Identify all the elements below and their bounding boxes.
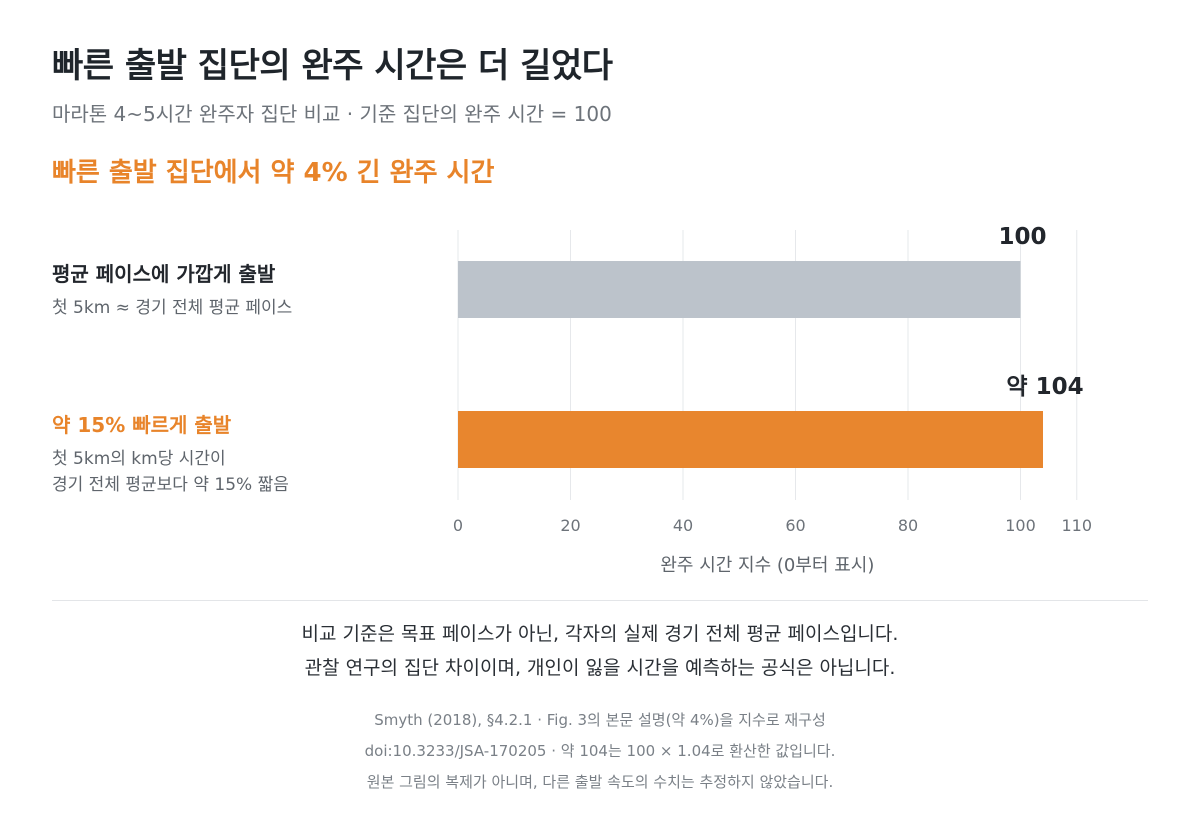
x-tick-label: 80 [898,516,918,535]
x-tick-label: 20 [560,516,580,535]
x-tick-label: 60 [785,516,805,535]
bar-chart: 0 20 40 60 80 100 110 완주 시간 지수 (0부터 표시) 100 약 104 [453,224,1092,576]
x-tick-label: 40 [673,516,693,535]
chart-subtitle: 마라톤 4~5시간 완주자 집단 비교 · 기준 집단의 완주 시간 = 100 [52,102,612,126]
x-tick-label: 0 [453,516,463,535]
chart-title: 빠른 출발 집단의 완주 시간은 더 길었다 [52,46,613,86]
bar-value-label: 약 104 [1006,374,1083,400]
divider [52,600,1148,601]
source-line: doi:10.3233/JSA-170205 · 약 104는 100 × 1.… [364,742,836,760]
source-line: 원본 그림의 복제가 아니며, 다른 출발 속도의 수치는 추정하지 않았습니다… [366,773,834,791]
footer-note-line: 비교 기준은 목표 페이스가 아닌, 각자의 실제 경기 전체 평균 페이스입니… [301,623,899,645]
category-note: 첫 5km의 km당 시간이 경기 전체 평균보다 약 15% 짧음 [52,446,289,498]
footer-note-line: 관찰 연구의 집단 차이이며, 개인이 잃을 시간을 예측하는 공식은 아닙니다… [304,657,896,679]
bar-value-label: 100 [998,224,1046,250]
category-label: 약 15% 빠르게 출발 [52,413,232,437]
bar [458,261,1021,318]
category-note-line: 첫 5km의 km당 시간이 [52,449,226,469]
x-axis-title: 완주 시간 지수 (0부터 표시) [660,555,874,576]
source-line: Smyth (2018), §4.2.1 · Fig. 3의 본문 설명(약 4… [374,711,826,729]
x-tick-label: 100 [1005,516,1036,535]
category-baseline: 평균 페이스에 가깝게 출발 첫 5km ≈ 경기 전체 평균 페이스 [52,258,292,321]
category-note-line: 경기 전체 평균보다 약 15% 짧음 [52,475,289,495]
category-fast-start: 약 15% 빠르게 출발 첫 5km의 km당 시간이 경기 전체 평균보다 약… [52,409,289,498]
category-note: 첫 5km ≈ 경기 전체 평균 페이스 [52,298,293,318]
x-tick-label: 110 [1061,516,1092,535]
chart-headline: 빠른 출발 집단에서 약 4% 긴 완주 시간 [52,158,495,188]
bar [458,411,1043,468]
category-label: 평균 페이스에 가깝게 출발 [52,262,276,286]
